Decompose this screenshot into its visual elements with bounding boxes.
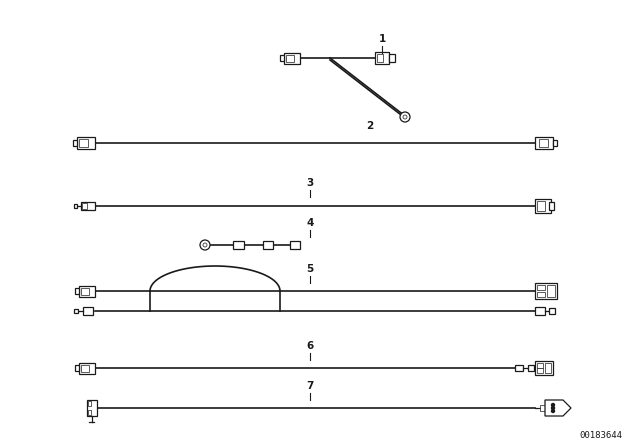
Bar: [535, 361, 553, 375]
Bar: [263, 241, 273, 249]
Circle shape: [403, 115, 407, 119]
Bar: [515, 365, 523, 371]
Bar: [549, 308, 555, 314]
Bar: [377, 54, 383, 62]
Bar: [535, 199, 551, 213]
Bar: [535, 137, 553, 149]
Bar: [79, 285, 95, 297]
Bar: [286, 55, 294, 61]
Bar: [79, 139, 88, 147]
Text: 00183644: 00183644: [579, 431, 622, 440]
Bar: [545, 363, 551, 373]
Circle shape: [552, 409, 554, 413]
Bar: [535, 307, 545, 315]
Bar: [539, 139, 548, 147]
Bar: [87, 400, 97, 416]
Circle shape: [552, 404, 554, 406]
Bar: [83, 307, 93, 315]
Text: 2: 2: [366, 121, 374, 131]
Polygon shape: [545, 400, 571, 416]
Bar: [73, 140, 77, 146]
Bar: [81, 365, 89, 371]
Bar: [528, 365, 534, 371]
Circle shape: [552, 406, 554, 409]
Bar: [290, 241, 300, 249]
Bar: [537, 292, 545, 297]
Bar: [537, 368, 543, 373]
Bar: [375, 52, 389, 64]
Text: 1: 1: [378, 34, 386, 44]
Bar: [540, 405, 546, 411]
Bar: [82, 203, 87, 209]
Bar: [549, 202, 554, 210]
Bar: [233, 241, 244, 249]
Bar: [553, 140, 557, 146]
Bar: [88, 410, 91, 415]
Bar: [284, 52, 300, 64]
Text: 7: 7: [307, 381, 314, 391]
Text: 4: 4: [307, 218, 314, 228]
Circle shape: [203, 243, 207, 247]
Bar: [389, 54, 395, 62]
Bar: [88, 401, 91, 406]
Bar: [79, 362, 95, 374]
Circle shape: [400, 112, 410, 122]
Text: 6: 6: [307, 341, 314, 351]
Bar: [75, 288, 79, 294]
Bar: [74, 309, 78, 313]
Bar: [537, 363, 543, 368]
Bar: [81, 202, 95, 210]
Bar: [81, 288, 89, 294]
Bar: [547, 285, 555, 297]
Bar: [280, 55, 284, 61]
Bar: [535, 283, 557, 299]
Text: 3: 3: [307, 178, 314, 188]
Text: 5: 5: [307, 264, 314, 274]
Bar: [77, 137, 95, 149]
Bar: [537, 201, 545, 211]
Circle shape: [200, 240, 210, 250]
Bar: [537, 285, 545, 290]
Bar: [74, 204, 77, 208]
Bar: [75, 365, 79, 371]
